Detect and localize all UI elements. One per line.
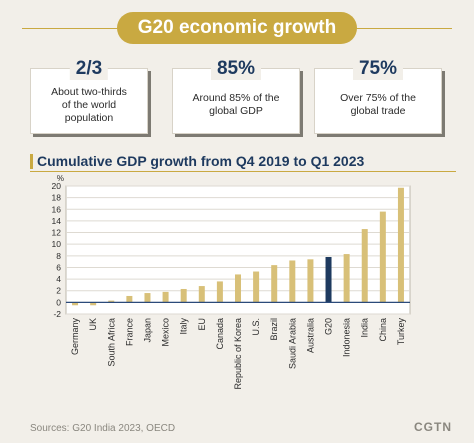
y-tick-label: 20 — [52, 181, 62, 191]
x-tick-label: Germany — [70, 318, 80, 356]
bar — [271, 265, 278, 303]
x-tick-label: Indonesia — [342, 318, 352, 357]
bar — [253, 271, 260, 303]
bar — [108, 300, 115, 303]
stat-value: 75% — [352, 58, 404, 80]
title-banner: G20 economic growth — [0, 12, 474, 44]
x-tick-label: Italy — [179, 318, 189, 335]
bar — [90, 302, 97, 306]
y-tick-label: 18 — [52, 193, 62, 203]
bar — [397, 187, 404, 303]
x-tick-label: South Africa — [106, 318, 116, 367]
stat-value: 2/3 — [69, 58, 109, 80]
bar — [343, 254, 350, 303]
stat-card-trade: 75% Over 75% of the global trade — [314, 58, 442, 134]
y-axis-unit-label: % — [57, 174, 64, 183]
bar — [198, 286, 205, 303]
bar — [126, 295, 133, 303]
y-tick-label: 12 — [52, 228, 62, 238]
bar — [289, 260, 296, 303]
bar — [180, 288, 187, 303]
x-tick-label: Japan — [142, 318, 152, 343]
x-tick-label: G20 — [324, 318, 334, 335]
stat-value: 85% — [210, 58, 262, 80]
stat-card-gdp: 85% Around 85% of the global GDP — [172, 58, 300, 134]
y-tick-label: 14 — [52, 216, 62, 226]
chart-title-rule — [30, 171, 456, 172]
y-tick-label: 4 — [56, 274, 61, 284]
bar — [235, 274, 241, 303]
x-tick-label: China — [378, 318, 388, 342]
chart-title-accent — [30, 154, 33, 169]
bar — [361, 229, 368, 303]
x-tick-label: Republic of Korea — [233, 318, 243, 390]
cgtn-logo: CGTN — [414, 420, 452, 434]
x-tick-label: Saudi Arabia — [287, 318, 297, 369]
x-tick-label: Australia — [305, 318, 315, 353]
x-tick-label: UK — [88, 318, 98, 331]
x-tick-label: Canada — [215, 318, 225, 350]
y-tick-label: 6 — [56, 262, 61, 272]
y-tick-label: -2 — [53, 309, 61, 319]
page-title: G20 economic growth — [117, 12, 357, 44]
x-tick-label: EU — [197, 318, 207, 331]
chart-title: Cumulative GDP growth from Q4 2019 to Q1… — [37, 153, 365, 169]
y-tick-label: 0 — [56, 297, 61, 307]
x-tick-label: India — [360, 318, 370, 338]
bar — [216, 281, 223, 303]
bar — [72, 302, 79, 306]
y-tick-label: 10 — [52, 239, 62, 249]
stat-description: Around 85% of the global GDP — [192, 92, 280, 117]
x-tick-label: U.S. — [251, 318, 261, 336]
x-tick-label: Mexico — [161, 318, 171, 347]
bar — [325, 256, 332, 303]
x-tick-label: Brazil — [269, 318, 279, 341]
y-tick-label: 16 — [52, 204, 62, 214]
stat-card-population: 2/3 About two-thirds of the world popula… — [30, 58, 148, 134]
source-note: Sources: G20 India 2023, OECD — [30, 423, 176, 434]
bar — [307, 259, 314, 303]
bar — [162, 291, 169, 303]
x-tick-label: France — [124, 318, 134, 346]
stat-description: Over 75% of the global trade — [340, 92, 416, 117]
bar — [379, 211, 386, 303]
bar — [144, 293, 151, 303]
stat-description: About two-thirds of the world population — [51, 85, 127, 124]
x-tick-label: Turkey — [396, 318, 406, 346]
y-tick-label: 2 — [56, 286, 61, 296]
y-tick-label: 8 — [56, 251, 61, 261]
